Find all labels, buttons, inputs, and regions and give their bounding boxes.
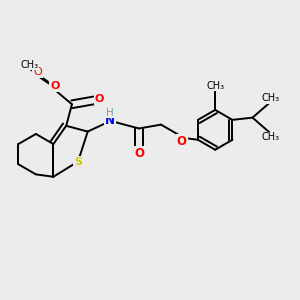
Text: CH₃: CH₃	[262, 133, 280, 142]
Text: N: N	[105, 114, 115, 127]
Text: CH₃: CH₃	[206, 81, 224, 91]
Text: O: O	[50, 81, 60, 91]
Text: CH₃: CH₃	[262, 93, 280, 103]
Text: S: S	[74, 157, 82, 166]
Text: CH₃: CH₃	[20, 60, 38, 70]
Text: H: H	[106, 108, 114, 118]
Text: O: O	[134, 147, 144, 161]
Text: O: O	[33, 68, 42, 77]
Text: O: O	[94, 94, 104, 104]
Text: O: O	[177, 135, 187, 148]
